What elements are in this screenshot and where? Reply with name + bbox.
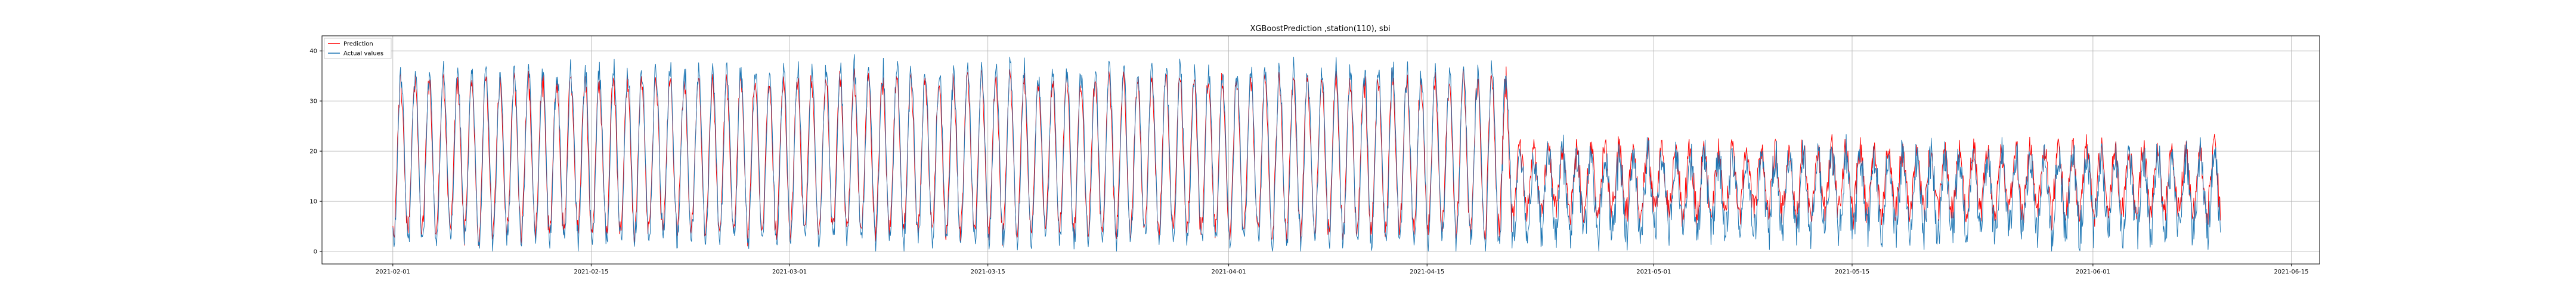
x-tick-label: 2021-04-15	[1410, 269, 1444, 275]
x-tick-label: 2021-02-01	[376, 269, 410, 275]
legend-label-actual: Actual values	[343, 51, 383, 57]
legend-box	[324, 38, 392, 59]
x-tick-label: 2021-05-01	[1636, 269, 1671, 275]
y-tick-label: 30	[309, 99, 317, 105]
x-tick-label: 2021-03-01	[772, 269, 807, 275]
y-tick-label: 20	[309, 149, 317, 155]
x-tick-label: 2021-05-15	[1835, 269, 1869, 275]
y-tick-label: 10	[309, 199, 317, 205]
x-tick-label: 2021-04-01	[1212, 269, 1246, 275]
plot-frame	[321, 35, 2320, 265]
legend-label-prediction: Prediction	[343, 41, 373, 48]
y-axis: 0 10 20 30 40	[309, 48, 322, 256]
legend: Prediction Actual values	[324, 38, 392, 59]
x-tick-label: 2021-06-01	[2076, 269, 2110, 275]
y-tick-label: 40	[309, 48, 317, 55]
x-tick-label: 2021-02-15	[574, 269, 608, 275]
series-line-actual	[392, 54, 2221, 252]
x-tick-label: 2021-03-15	[971, 269, 1005, 275]
chart-title: XGBoostPrediction ,station(110), sbi	[1250, 24, 1390, 33]
x-tick-label: 2021-06-15	[2274, 269, 2308, 275]
x-axis: 2021-02-01 2021-02-15 2021-03-01 2021-03-15…	[376, 264, 2309, 275]
series-layer	[392, 54, 2221, 252]
grid	[322, 36, 2320, 264]
y-tick-label: 0	[314, 249, 317, 256]
